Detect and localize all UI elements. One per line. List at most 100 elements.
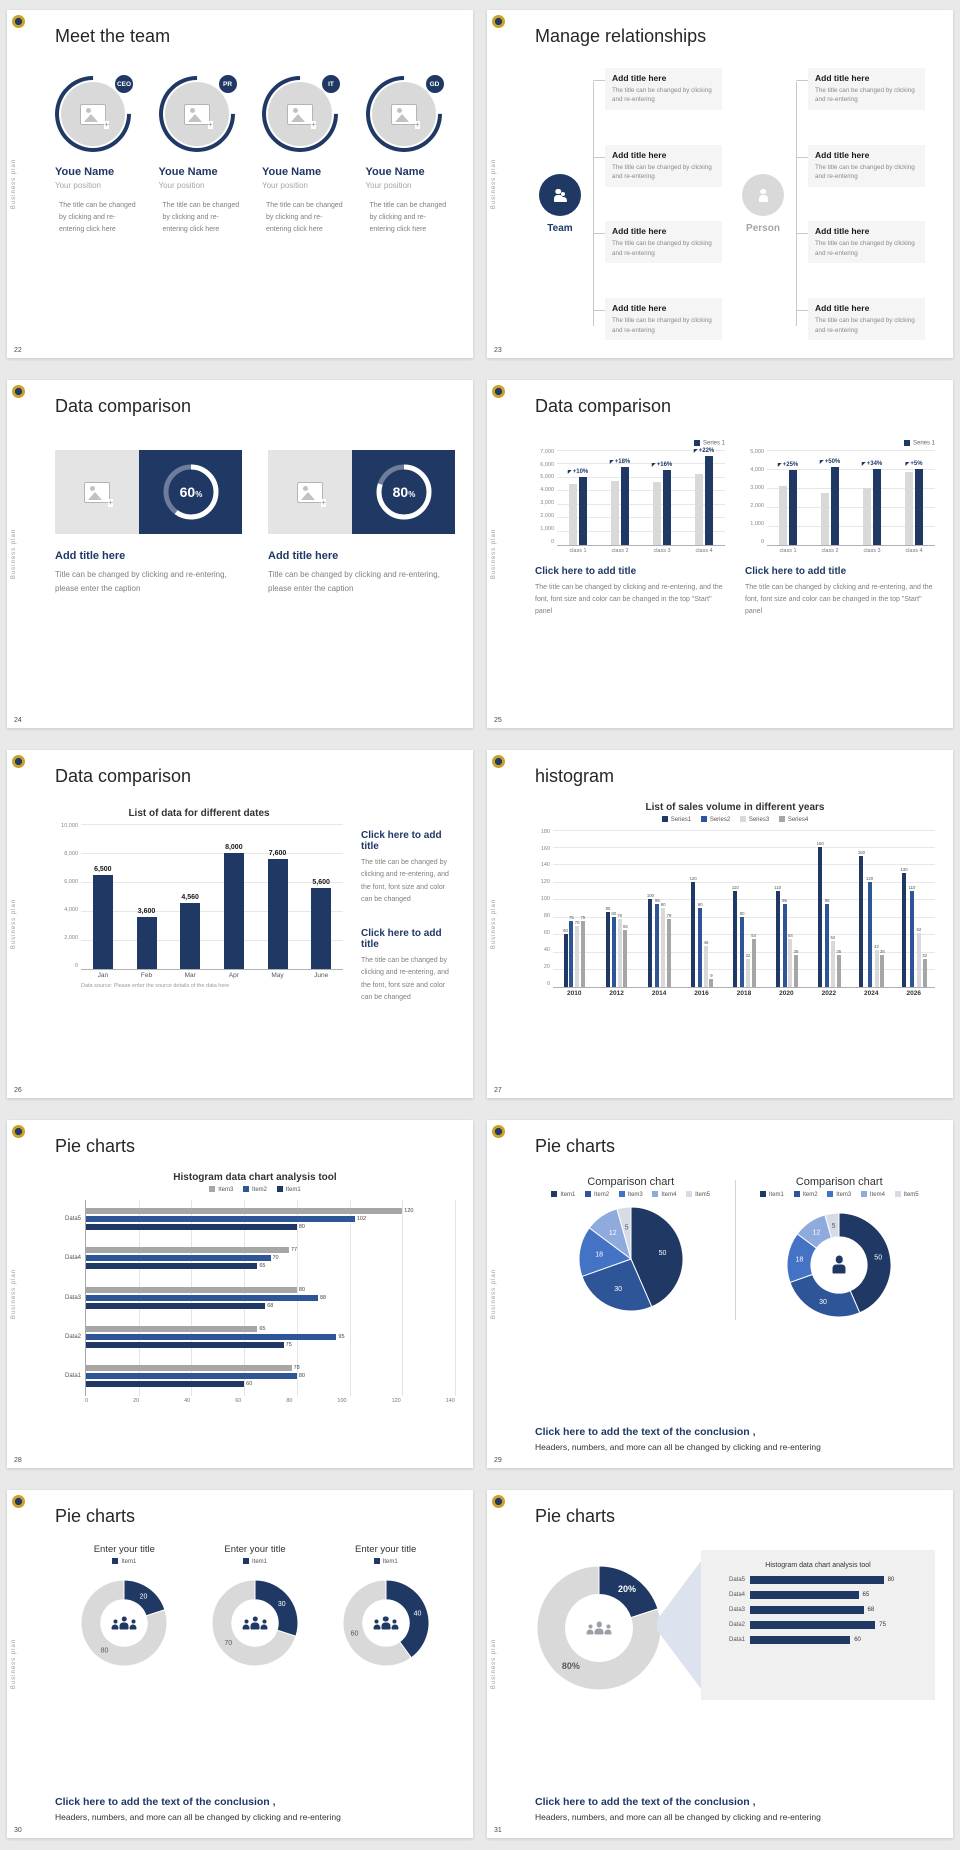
svg-text:30: 30 [614,1286,622,1293]
slide-29-pie-charts[interactable]: Business plan 29 Pie charts Comparison c… [487,1120,953,1468]
slide-26-data-comparison[interactable]: Business plan 26 Data comparison List of… [7,750,473,1098]
svg-text:12: 12 [609,1229,617,1236]
legend-label: Series4 [787,816,809,823]
side-label: Business plan [11,158,17,210]
card-title: Add title here [55,550,126,562]
legend-item: Item3 [827,1191,852,1198]
data-card: + 80% Add title here Title can be change… [268,450,455,712]
slide-number: 28 [14,1457,22,1464]
info-box-text: The title can be changed by clicking and… [612,317,712,334]
conclusion-heading: Click here to add the text of the conclu… [535,1796,756,1808]
chart-title: Comparison chart [795,1176,883,1188]
legend-item: Item3 [618,1191,643,1198]
data-source-note: Data source: Please enter the source det… [81,983,230,989]
legend-label: Item1 [252,1558,268,1565]
conclusion-text: Headers, numbers, and more can all be ch… [535,1812,821,1822]
legend-swatch [739,816,746,822]
donut-chart-wrap: 20 80 [79,1578,169,1668]
avatar-placeholder: + [164,82,229,146]
info-box-title: Add title here [612,73,667,83]
pie-comparison-block: Comparison chart Item1 Item2 Item3 Item4… [535,1172,935,1452]
legend-label: Series 1 [912,440,935,447]
info-box: Add title here The title can be changed … [796,68,925,110]
histogram-block: List of sales volume in different years … [535,802,935,1082]
slide-number: 23 [494,347,502,354]
svg-text:80%: 80% [392,484,415,500]
slide-25-data-comparison[interactable]: Business plan 25 Data comparison Series … [487,380,953,728]
legend-swatch [778,816,785,822]
slide-24-data-comparison[interactable]: Business plan 24 Data comparison + 60% A… [7,380,473,728]
legend-swatch [661,816,668,822]
legend-swatch [276,1186,283,1192]
notes-column: Click here to add title The title can be… [361,808,455,1082]
grouped-bar-chart: 180 160 140 120 100 80 60 40 20 0 60 75 70 75 85 80 78 65… [535,829,935,997]
legend-label: Item4 [661,1191,677,1198]
progress-ring-panel: 80% [352,450,455,534]
image-placeholder-icon: + [80,103,109,129]
chart-legend: Series 1 [745,440,935,447]
slide-23-manage-relationships[interactable]: Business plan 23 Manage relationships Te… [487,10,953,358]
donut-chart: 30 70 [210,1578,300,1668]
slide-number: 24 [14,717,22,724]
donut-callout-row: 20% 80% Histogram data chart analysis too… [535,1542,935,1700]
side-label: Business plan [11,1268,17,1320]
slide-28-pie-charts[interactable]: Business plan 28 Pie charts Histogram da… [7,1120,473,1468]
donut-chart: 50 30 18 12 5 [785,1211,893,1319]
svg-text:50: 50 [875,1254,883,1261]
member-name: Youe Name [55,166,115,178]
member-position: Your position [365,181,412,190]
page-title: Meet the team [55,26,171,46]
team-member-card: + CEO Youe Name Your position The title … [39,60,147,342]
chart-block: List of data for different dates 10,000 8… [55,808,343,1082]
legend-item: Item1 [373,1558,398,1565]
chart-title: List of sales volume in different years [645,802,825,813]
chart-title: Histogram data chart analysis tool [765,1562,871,1569]
avatar: + GD [349,60,458,168]
note-heading: Click here to add title [361,928,442,950]
note-heading: Click here to add title [361,830,442,852]
legend-item: Item1 [243,1558,268,1565]
info-box-text: The title can be changed by clicking and… [612,87,712,104]
slide-31-pie-charts[interactable]: Business plan 31 Pie charts 20% 80% Histo… [487,1490,953,1838]
chart-and-notes: List of data for different dates 10,000 8… [55,802,455,1082]
legend-item: Item4 [652,1191,677,1198]
panel-heading: Click here to add title [745,565,847,577]
donut-chart-wrap: 20% 80% [535,1564,663,1692]
connector-line [593,82,605,326]
horizontal-bar-block: Histogram data chart analysis tool Item3… [55,1172,456,1452]
legend-swatch [693,440,700,446]
team-member-card: + GD Youe Name Your position The title c… [349,60,458,342]
card-visual: + 80% [268,450,455,534]
info-box-title: Add title here [815,226,870,237]
legend-swatch [759,1191,766,1197]
conclusion: Click here to add the text of the conclu… [55,1796,455,1822]
chart-title: Enter your title [93,1544,155,1555]
chart-legend: Item1 [59,1558,190,1565]
divider-line [734,1180,736,1320]
callout-wedge [657,1561,701,1689]
progress-ring-chart: 60% [159,460,223,524]
slide-22-meet-the-team[interactable]: Business plan 22 Meet the team + CEO You… [7,10,473,358]
svg-text:20%: 20% [618,1584,636,1594]
legend-item: Series4 [778,816,809,823]
info-box-title: Add title here [815,303,870,314]
legend-swatch [618,1191,625,1197]
member-name: Youe Name [158,166,218,178]
conclusion-heading: Click here to add the text of the conclu… [55,1796,276,1808]
info-box: Add title here The title can be changed … [593,221,722,264]
horizontal-bar-chart: Data5 Data4 Data3 Data2 Data1 120 102 80 77 70 65 8… [55,1199,456,1404]
slide-30-pie-charts[interactable]: Business plan 30 Pie charts Enter your t… [7,1490,473,1838]
legend-label: Item5 [695,1191,711,1198]
page-title: Data comparison [55,396,192,416]
legend-label: Item3 [836,1191,852,1198]
legend-swatch [373,1558,380,1564]
slide-number: 27 [494,1087,502,1094]
person-boxes: Add title here The title can be changed … [796,66,935,342]
legend-item: Item5 [894,1191,919,1198]
person-icon [742,174,784,216]
progress-ring-panel: 60% [139,450,242,534]
slide-27-histogram[interactable]: Business plan 27 histogram List of sales… [487,750,953,1098]
legend-item: Series1 [661,816,691,823]
info-box-title: Add title here [815,149,870,160]
donut-chart-wrap: 50 30 18 12 5 [785,1211,893,1324]
